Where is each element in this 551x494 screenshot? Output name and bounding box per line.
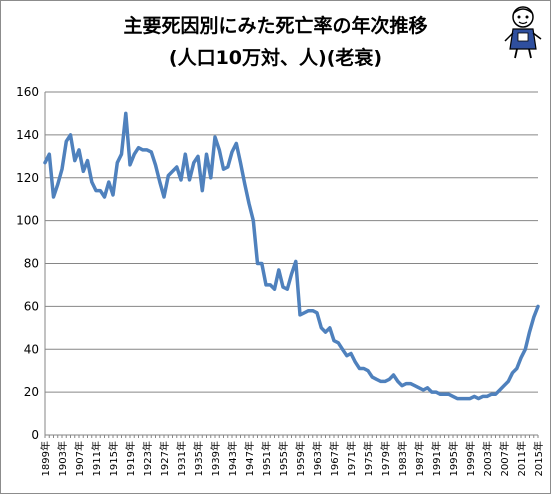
x-tick-label: 2011年 [515, 441, 528, 476]
series-line [43, 111, 540, 401]
y-axis-ticks: 0 20 40 60 80 100 120 140 160 [16, 85, 39, 442]
y-tick-label: 160 [16, 85, 39, 99]
y-tick-label: 140 [16, 128, 39, 142]
x-tick-label: 1903年 [56, 441, 69, 476]
x-tick-label: 1919年 [124, 441, 137, 476]
x-tick-label: 1967年 [328, 441, 341, 476]
x-tick-label: 1971年 [345, 441, 358, 476]
x-tick-label: 1963年 [311, 441, 324, 476]
x-tick-label: 1991年 [430, 441, 443, 476]
chart-title-line-2: (人口10万対、人)(老衰) [168, 47, 383, 69]
y-tick-label: 100 [16, 214, 39, 228]
x-tick-label: 1927年 [158, 441, 171, 476]
x-tick-label: 1951年 [260, 441, 273, 476]
x-tick-label: 1987年 [413, 441, 426, 476]
x-tick-label: 1923年 [141, 441, 154, 476]
x-tick-label: 2003年 [481, 441, 494, 476]
x-tick-label: 2007年 [498, 441, 511, 476]
x-tick-label: 1939年 [209, 441, 222, 476]
y-tick-label: 80 [24, 257, 39, 271]
y-tick-label: 20 [24, 385, 39, 399]
x-tick-label: 1983年 [396, 441, 409, 476]
x-tick-label: 1935年 [192, 441, 205, 476]
x-tick-label: 1979年 [379, 441, 392, 476]
x-axis-ticks: 1899年 1903年 1907年 1911年 1915年 1919年 1923年 1927年… [39, 435, 545, 476]
x-tick-label: 2015年 [532, 441, 545, 476]
x-tick-label: 1899年 [39, 441, 52, 476]
y-tick-label: 120 [16, 171, 39, 185]
mascot-logo-icon [504, 6, 542, 59]
x-tick-label: 1907年 [73, 441, 86, 476]
y-tick-label: 60 [24, 299, 39, 313]
y-tick-label: 0 [31, 428, 39, 442]
x-tick-label: 1931年 [175, 441, 188, 476]
x-tick-label: 1955年 [277, 441, 290, 476]
gridlines [45, 91, 538, 393]
x-tick-label: 1995年 [447, 441, 460, 476]
chart-title-line-1: 主要死因別にみた死亡率の年次推移 [123, 15, 428, 37]
y-tick-label: 40 [24, 342, 39, 356]
x-tick-label: 1999年 [464, 441, 477, 476]
axes [44, 92, 538, 436]
x-tick-label: 1911年 [90, 441, 103, 476]
x-tick-label: 1947年 [243, 441, 256, 476]
x-tick-label: 1959年 [294, 441, 307, 476]
x-tick-label: 1915年 [107, 441, 120, 476]
series [43, 111, 540, 401]
x-tick-label: 1975年 [362, 441, 375, 476]
x-tick-label: 1943年 [226, 441, 239, 476]
